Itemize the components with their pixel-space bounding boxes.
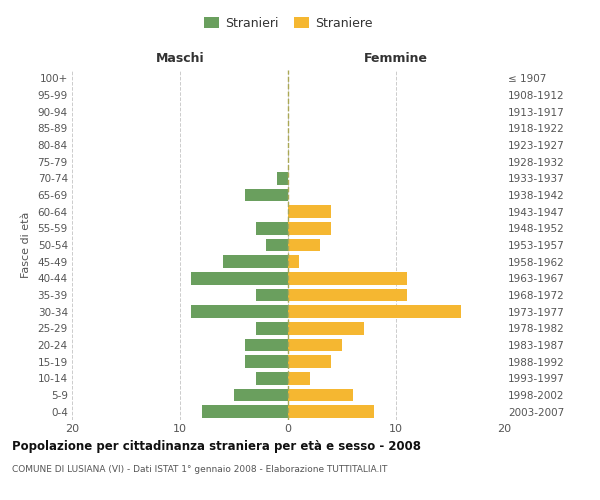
Bar bbox=[288, 272, 407, 284]
Bar bbox=[288, 306, 461, 318]
Legend: Stranieri, Straniere: Stranieri, Straniere bbox=[200, 13, 376, 34]
Bar bbox=[234, 389, 288, 401]
Y-axis label: Fasce di età: Fasce di età bbox=[20, 212, 31, 278]
Bar bbox=[288, 239, 320, 251]
Text: Femmine: Femmine bbox=[364, 52, 428, 65]
Bar bbox=[288, 222, 331, 234]
Bar bbox=[288, 206, 331, 218]
Bar bbox=[288, 372, 310, 384]
Bar bbox=[277, 172, 288, 184]
Bar bbox=[245, 356, 288, 368]
Bar bbox=[256, 322, 288, 334]
Bar bbox=[288, 339, 342, 351]
Bar bbox=[256, 372, 288, 384]
Bar bbox=[256, 289, 288, 301]
Bar bbox=[191, 306, 288, 318]
Bar bbox=[288, 356, 331, 368]
Text: COMUNE DI LUSIANA (VI) - Dati ISTAT 1° gennaio 2008 - Elaborazione TUTTITALIA.IT: COMUNE DI LUSIANA (VI) - Dati ISTAT 1° g… bbox=[12, 465, 388, 474]
Bar bbox=[223, 256, 288, 268]
Bar bbox=[245, 188, 288, 201]
Bar bbox=[266, 239, 288, 251]
Bar bbox=[288, 322, 364, 334]
Text: Popolazione per cittadinanza straniera per età e sesso - 2008: Popolazione per cittadinanza straniera p… bbox=[12, 440, 421, 453]
Bar bbox=[288, 289, 407, 301]
Bar bbox=[288, 256, 299, 268]
Text: Maschi: Maschi bbox=[155, 52, 205, 65]
Bar bbox=[288, 406, 374, 418]
Bar bbox=[191, 272, 288, 284]
Bar bbox=[245, 339, 288, 351]
Bar bbox=[202, 406, 288, 418]
Bar bbox=[256, 222, 288, 234]
Bar bbox=[288, 389, 353, 401]
